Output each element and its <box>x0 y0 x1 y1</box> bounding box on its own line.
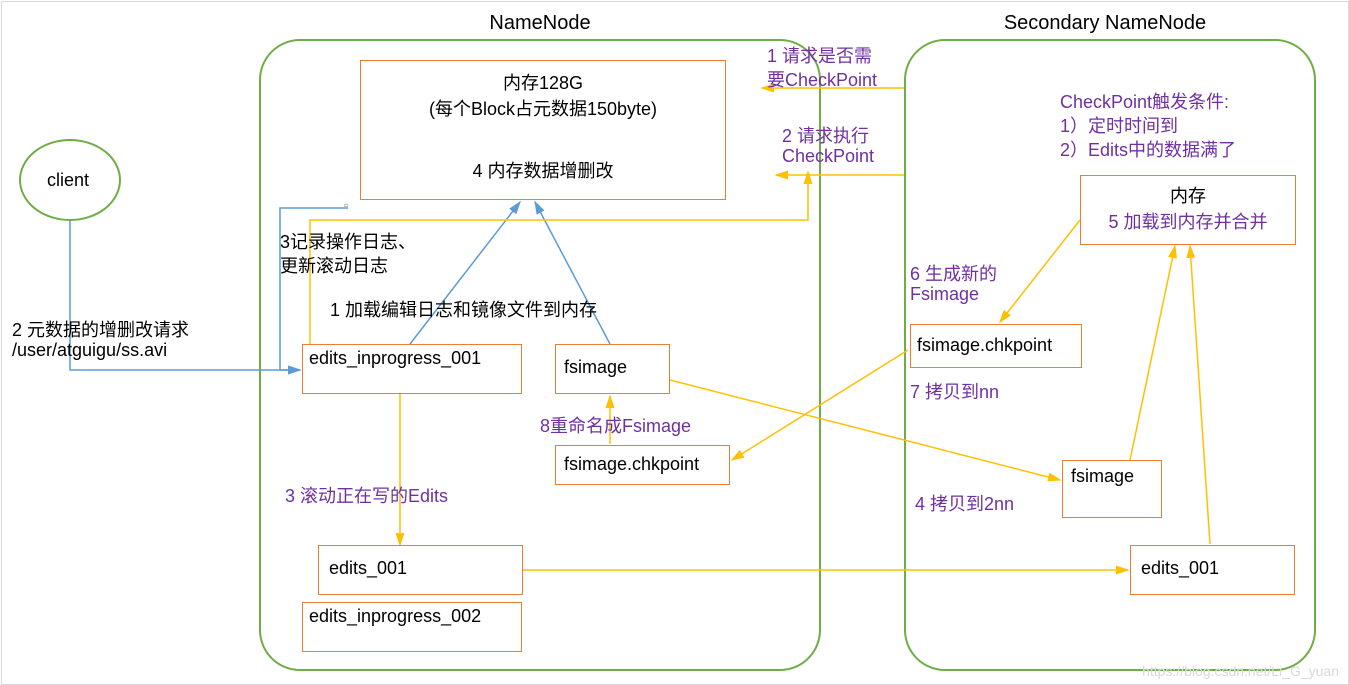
memory-handle-icon: ▫ <box>344 198 348 212</box>
snn-memory-line2: 5 加载到内存并合并 <box>1081 208 1295 234</box>
edits-inprogress-001-box: edits_inprogress_001 <box>302 344 522 394</box>
trigger-2: 2）Edits中的数据满了 <box>1060 136 1236 162</box>
trigger-1: 1）定时时间到 <box>1060 112 1178 138</box>
trigger-title: CheckPoint触发条件: <box>1060 88 1229 114</box>
req1-line1: 1 请求是否需 <box>767 42 872 68</box>
step1-load: 1 加载编辑日志和镜像文件到内存 <box>330 296 597 322</box>
nn-memory-box: 内存128G (每个Block占元数据150byte) 4 内存数据增删改 <box>360 60 726 200</box>
snn-edits-001-box: edits_001 <box>1130 545 1295 595</box>
fsimage-chkpoint-nn-box: fsimage.chkpoint <box>555 445 730 485</box>
edits-001-box: edits_001 <box>318 545 523 595</box>
nn-memory-line3: 4 内存数据增删改 <box>361 157 725 183</box>
step3-roll: 3 滚动正在写的Edits <box>285 482 448 508</box>
snn-memory-box: 内存 5 加载到内存并合并 <box>1080 175 1296 245</box>
fsimage-box: fsimage <box>555 344 670 394</box>
client-label: client <box>47 170 89 191</box>
req2-line2: CheckPoint <box>782 146 874 167</box>
step6-line1: 6 生成新的 <box>910 260 997 286</box>
client-req-line1: 2 元数据的增删改请求 <box>12 316 189 342</box>
step4: 4 拷贝到2nn <box>915 490 1014 516</box>
req2-line1: 2 请求执行 <box>782 122 869 148</box>
nn-memory-line1: 内存128G <box>361 69 725 95</box>
client-req-line2: /user/atguigu/ss.avi <box>12 340 167 361</box>
req1-line2: 要CheckPoint <box>767 66 877 92</box>
step7: 7 拷贝到nn <box>910 378 999 404</box>
snn-memory-line1: 内存 <box>1081 182 1295 208</box>
step6-line2: Fsimage <box>910 284 979 305</box>
step3-log-line2: 更新滚动日志 <box>280 252 388 278</box>
step8-rename: 8重命名成Fsimage <box>540 412 691 438</box>
watermark: https://blog.csdn.net/Li_G_yuan <box>1142 663 1339 679</box>
snn-fsimage-box: fsimage <box>1062 460 1162 518</box>
namenode-title: NameNode <box>440 12 640 35</box>
step3-log-line1: 3记录操作日志、 <box>280 228 416 254</box>
nn-memory-line2: (每个Block占元数据150byte) <box>361 95 725 121</box>
edits-inprogress-002-box: edits_inprogress_002 <box>302 602 522 652</box>
snn-fsimage-chkpoint-box: fsimage.chkpoint <box>910 324 1082 368</box>
secondary-title: Secondary NameNode <box>955 12 1255 35</box>
